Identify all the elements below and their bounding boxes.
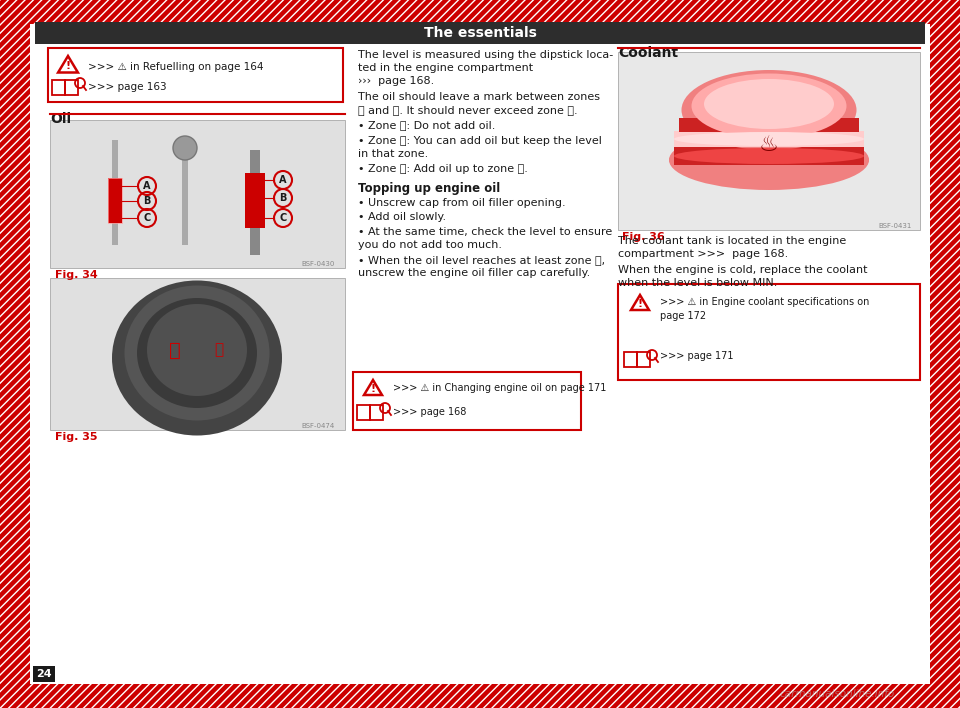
FancyBboxPatch shape	[48, 48, 343, 102]
Ellipse shape	[674, 148, 864, 164]
Text: >>> ⚠ in Engine coolant specifications on: >>> ⚠ in Engine coolant specifications o…	[660, 297, 870, 307]
Ellipse shape	[669, 130, 869, 190]
Text: BSF-0430: BSF-0430	[301, 261, 335, 267]
Text: BSF-0474: BSF-0474	[301, 423, 335, 429]
Text: Fig. 36: Fig. 36	[622, 232, 664, 242]
Bar	[112, 140, 118, 245]
Bar	[108, 178, 122, 223]
Text: ted in the engine compartment: ted in the engine compartment	[358, 63, 533, 73]
Text: C: C	[279, 213, 287, 223]
Text: The level is measured using the dipstick loca-: The level is measured using the dipstick…	[358, 50, 613, 60]
FancyBboxPatch shape	[353, 372, 581, 430]
Text: • Zone Ⓐ: Do not add oil.: • Zone Ⓐ: Do not add oil.	[358, 120, 495, 130]
Text: 🛢: 🛢	[169, 341, 180, 360]
Bar	[357, 405, 370, 420]
Text: When the engine is cold, replace the coolant: When the engine is cold, replace the coo…	[618, 265, 868, 275]
Text: >>> page 163: >>> page 163	[88, 82, 167, 92]
Text: ›››  page 168.: ››› page 168.	[358, 76, 434, 86]
Bar	[674, 131, 864, 147]
Bar	[35, 22, 925, 44]
Bar	[637, 352, 650, 367]
Text: B: B	[143, 196, 151, 206]
Ellipse shape	[704, 79, 834, 129]
Text: • Zone Ⓑ: You can add oil but keep the level: • Zone Ⓑ: You can add oil but keep the l…	[358, 136, 602, 146]
Ellipse shape	[691, 74, 847, 139]
Text: ♨: ♨	[759, 135, 779, 155]
Ellipse shape	[147, 304, 247, 396]
Text: The coolant tank is located in the engine: The coolant tank is located in the engin…	[618, 236, 847, 246]
Bar	[0, 684, 960, 708]
Text: B: B	[279, 193, 287, 203]
Bar	[618, 52, 920, 230]
Bar	[0, 0, 960, 24]
Text: Fig. 35: Fig. 35	[55, 432, 98, 442]
Ellipse shape	[669, 140, 869, 180]
Text: • When the oil level reaches at least zone Ⓑ,: • When the oil level reaches at least zo…	[358, 255, 605, 265]
Text: !: !	[637, 299, 642, 309]
Text: >>> ⚠ in Changing engine oil on page 171: >>> ⚠ in Changing engine oil on page 171	[393, 383, 607, 393]
Ellipse shape	[112, 280, 282, 435]
Text: BSF-0431: BSF-0431	[878, 223, 912, 229]
Bar	[250, 150, 260, 255]
Text: in that zone.: in that zone.	[358, 149, 428, 159]
Text: carmanualsonline.info: carmanualsonline.info	[780, 689, 895, 699]
Bar	[679, 118, 859, 132]
Circle shape	[173, 136, 197, 160]
Ellipse shape	[137, 298, 257, 408]
Ellipse shape	[674, 132, 864, 146]
FancyBboxPatch shape	[618, 284, 920, 380]
Bar	[182, 150, 188, 245]
Text: The oil should leave a mark between zones: The oil should leave a mark between zone…	[358, 92, 600, 102]
Text: Ⓐ and Ⓒ. It should never exceed zone Ⓐ.: Ⓐ and Ⓒ. It should never exceed zone Ⓐ.	[358, 105, 578, 115]
Text: when the level is below MIN.: when the level is below MIN.	[618, 278, 778, 288]
Bar	[52, 80, 65, 95]
Bar	[50, 120, 345, 268]
Text: compartment >>>  page 168.: compartment >>> page 168.	[618, 249, 788, 259]
Text: Fig. 34: Fig. 34	[55, 270, 98, 280]
Text: Topping up engine oil: Topping up engine oil	[358, 182, 500, 195]
Text: • Add oil slowly.: • Add oil slowly.	[358, 212, 446, 222]
Text: !: !	[65, 61, 71, 71]
Text: C: C	[143, 213, 151, 223]
Ellipse shape	[682, 70, 856, 150]
Text: you do not add too much.: you do not add too much.	[358, 240, 502, 250]
Text: • Zone Ⓒ: Add oil up to zone Ⓑ.: • Zone Ⓒ: Add oil up to zone Ⓑ.	[358, 164, 528, 174]
Text: The essentials: The essentials	[423, 26, 537, 40]
Bar	[930, 0, 960, 708]
Text: • Unscrew cap from oil filler opening.: • Unscrew cap from oil filler opening.	[358, 198, 565, 208]
Text: 24: 24	[36, 669, 52, 679]
Bar	[50, 278, 345, 430]
Text: • At the same time, check the level to ensure: • At the same time, check the level to e…	[358, 227, 612, 237]
Text: Oil: Oil	[50, 112, 71, 126]
Text: 📖: 📖	[214, 343, 224, 358]
Text: !: !	[371, 384, 375, 394]
Bar	[65, 80, 78, 95]
Ellipse shape	[125, 285, 270, 421]
Bar	[370, 405, 383, 420]
Text: >>> ⚠ in Refuelling on page 164: >>> ⚠ in Refuelling on page 164	[88, 62, 263, 72]
Text: page 172: page 172	[660, 311, 707, 321]
Bar	[674, 147, 864, 165]
Text: A: A	[143, 181, 151, 191]
Bar	[108, 178, 122, 223]
Text: >>> page 168: >>> page 168	[393, 407, 467, 417]
Text: Coolant: Coolant	[618, 46, 678, 60]
Text: >>> page 171: >>> page 171	[660, 351, 733, 361]
Text: unscrew the engine oil filler cap carefully.: unscrew the engine oil filler cap carefu…	[358, 268, 590, 278]
Bar	[624, 352, 637, 367]
Bar	[0, 0, 30, 708]
Bar	[245, 173, 265, 228]
Bar	[33, 666, 55, 682]
Text: A: A	[279, 175, 287, 185]
